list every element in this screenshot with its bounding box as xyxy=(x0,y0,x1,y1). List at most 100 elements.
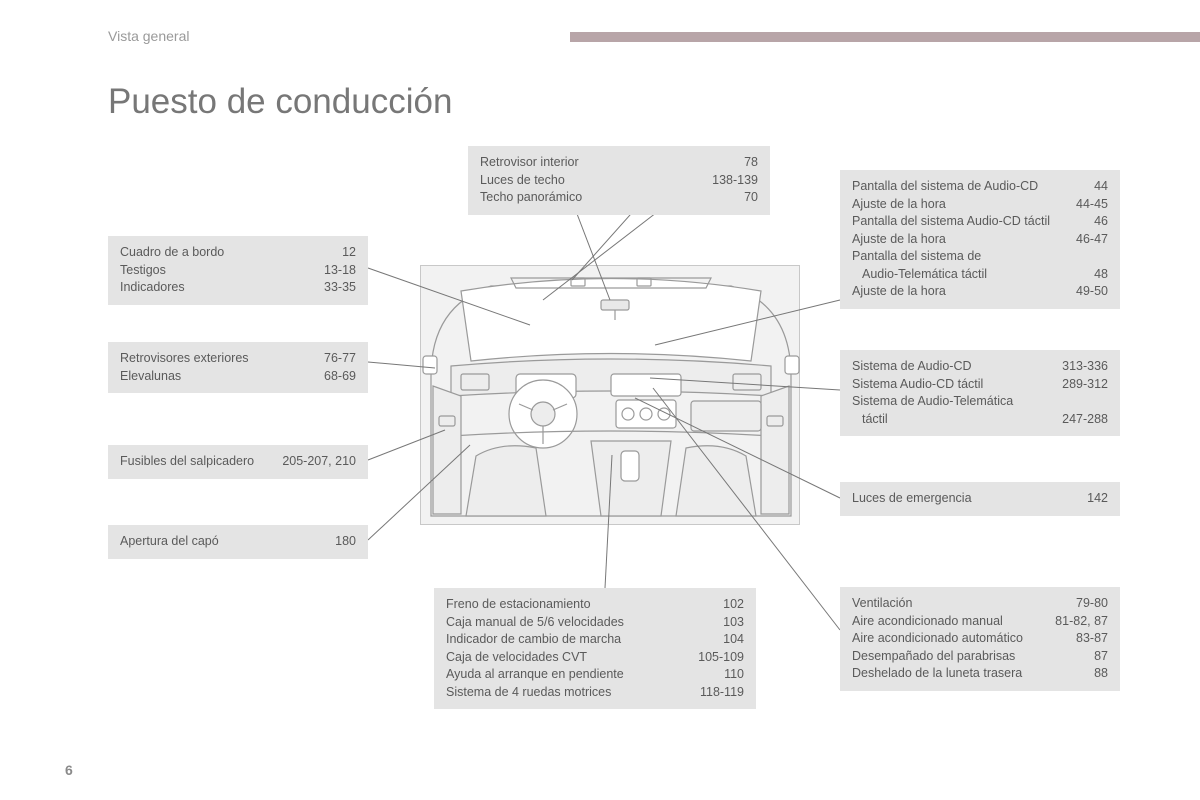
callout-label: Freno de estacionamiento xyxy=(446,596,591,614)
callout-pages: 49-50 xyxy=(1076,283,1108,301)
callout-left_4: Apertura del capó 180 xyxy=(108,525,368,559)
callout-left_2: Retrovisores exteriores 76-77Elevalunas68… xyxy=(108,342,368,393)
callout-pages: 247-288 xyxy=(1062,411,1108,429)
callout-row: Ajuste de la hora44-45 xyxy=(852,196,1108,214)
callout-label: Luces de emergencia xyxy=(852,490,972,508)
callout-row: Freno de estacionamiento 102 xyxy=(446,596,744,614)
callout-label: Luces de techo xyxy=(480,172,565,190)
callout-label: Elevalunas xyxy=(120,368,181,386)
callout-label: Ventilación xyxy=(852,595,912,613)
callout-pages: 83-87 xyxy=(1076,630,1108,648)
callout-pages: 44 xyxy=(1094,178,1108,196)
callout-row: Ventilación 79-80 xyxy=(852,595,1108,613)
callout-label: Fusibles del salpicadero xyxy=(120,453,254,471)
callout-label: Testigos xyxy=(120,262,166,280)
callout-right_4: Ventilación79-80Aire acondicionado manua… xyxy=(840,587,1120,691)
callout-pages: 289-312 xyxy=(1062,376,1108,394)
header-accent-bar xyxy=(570,32,1200,42)
callout-row: Retrovisor interior 78 xyxy=(480,154,758,172)
callout-row: Cuadro de a bordo 12 xyxy=(120,244,356,262)
callout-left_3: Fusibles del salpicadero205-207, 210 xyxy=(108,445,368,479)
callout-row: Fusibles del salpicadero205-207, 210 xyxy=(120,453,356,471)
callout-row: Caja manual de 5/6 velocidades 103 xyxy=(446,614,744,632)
callout-pages: 44-45 xyxy=(1076,196,1108,214)
callout-label: Pantalla del sistema Audio-CD táctil xyxy=(852,213,1050,231)
callout-pages: 79-80 xyxy=(1076,595,1108,613)
callout-label: Sistema de Audio-Telemática xyxy=(852,393,1013,411)
callout-pages: 48 xyxy=(1094,266,1108,284)
callout-pages: 138-139 xyxy=(712,172,758,190)
page-number: 6 xyxy=(65,762,73,778)
callout-label: Retrovisor interior xyxy=(480,154,579,172)
callout-row: Aire acondicionado manual 81-82, 87 xyxy=(852,613,1108,631)
callout-top_center: Retrovisor interior 78 Luces de techo 138-1… xyxy=(468,146,770,215)
callout-pages: 81-82, 87 xyxy=(1055,613,1108,631)
callout-label: Indicador de cambio de marcha xyxy=(446,631,621,649)
callout-row: Pantalla del sistema de xyxy=(852,248,1108,266)
callout-pages: 142 xyxy=(1087,490,1108,508)
callout-label: Deshelado de la luneta trasera xyxy=(852,665,1022,683)
dashboard-diagram xyxy=(420,265,800,525)
callout-row: Retrovisores exteriores 76-77 xyxy=(120,350,356,368)
callout-label: Indicadores xyxy=(120,279,185,297)
callout-label: Sistema de Audio-CD xyxy=(852,358,972,376)
callout-row: Aire acondicionado automático 83-87 xyxy=(852,630,1108,648)
callout-row: Luces de emergencia 142 xyxy=(852,490,1108,508)
callout-row: Caja de velocidades CVT 105-109 xyxy=(446,649,744,667)
callout-pages: 46 xyxy=(1094,213,1108,231)
callout-label: Apertura del capó xyxy=(120,533,219,551)
callout-row: Sistema Audio-CD táctil 289-312 xyxy=(852,376,1108,394)
callout-right_3: Luces de emergencia 142 xyxy=(840,482,1120,516)
callout-pages: 110 xyxy=(724,666,744,684)
callout-row: Deshelado de la luneta trasera88 xyxy=(852,665,1108,683)
callout-pages: 105-109 xyxy=(698,649,744,667)
callout-row: Techo panorámico 70 xyxy=(480,189,758,207)
callout-row: Testigos13-18 xyxy=(120,262,356,280)
callout-row: Elevalunas68-69 xyxy=(120,368,356,386)
callout-right_2: Sistema de Audio-CD313-336Sistema Audio-… xyxy=(840,350,1120,436)
callout-left_1: Cuadro de a bordo 12Testigos13-18Indicado… xyxy=(108,236,368,305)
callout-pages: 70 xyxy=(744,189,758,207)
callout-row: Luces de techo 138-139 xyxy=(480,172,758,190)
callout-row: Pantalla del sistema Audio-CD táctil 46 xyxy=(852,213,1108,231)
section-label: Vista general xyxy=(108,28,189,44)
callout-pages: 180 xyxy=(335,533,356,551)
callout-label: Desempañado del parabrisas xyxy=(852,648,1015,666)
callout-label: Caja manual de 5/6 velocidades xyxy=(446,614,624,632)
callout-label: Cuadro de a bordo xyxy=(120,244,224,262)
callout-row: táctil 247-288 xyxy=(852,411,1108,429)
callout-row: Indicador de cambio de marcha104 xyxy=(446,631,744,649)
callout-right_1: Pantalla del sistema de Audio-CD44Ajuste… xyxy=(840,170,1120,309)
callout-pages: 313-336 xyxy=(1062,358,1108,376)
callout-label: Aire acondicionado manual xyxy=(852,613,1003,631)
callout-row: Sistema de Audio-CD 313-336 xyxy=(852,358,1108,376)
callout-label: Aire acondicionado automático xyxy=(852,630,1023,648)
callout-label: Techo panorámico xyxy=(480,189,582,207)
callout-label: Sistema Audio-CD táctil xyxy=(852,376,983,394)
callout-bottom_center: Freno de estacionamiento102Caja manual d… xyxy=(434,588,756,709)
callout-row: Pantalla del sistema de Audio-CD 44 xyxy=(852,178,1108,196)
dashboard-svg xyxy=(421,266,801,526)
callout-label: Audio-Telemática táctil xyxy=(852,266,987,284)
callout-label: Ayuda al arranque en pendiente xyxy=(446,666,624,684)
callout-row: Ayuda al arranque en pendiente 110 xyxy=(446,666,744,684)
callout-row: Sistema de Audio-Telemática xyxy=(852,393,1108,411)
callout-pages: 46-47 xyxy=(1076,231,1108,249)
callout-label: Retrovisores exteriores xyxy=(120,350,249,368)
callout-pages: 76-77 xyxy=(324,350,356,368)
callout-label: Ajuste de la hora xyxy=(852,231,946,249)
callout-pages: 78 xyxy=(744,154,758,172)
callout-label: Pantalla del sistema de Audio-CD xyxy=(852,178,1038,196)
callout-label: Caja de velocidades CVT xyxy=(446,649,587,667)
callout-pages: 87 xyxy=(1094,648,1108,666)
callout-label: táctil xyxy=(852,411,888,429)
callout-row: Ajuste de la hora49-50 xyxy=(852,283,1108,301)
callout-pages: 12 xyxy=(342,244,356,262)
callout-pages: 103 xyxy=(723,614,744,632)
callout-row: Sistema de 4 ruedas motrices118-119 xyxy=(446,684,744,702)
page-title: Puesto de conducción xyxy=(108,82,452,122)
callout-pages: 33-35 xyxy=(324,279,356,297)
callout-pages: 102 xyxy=(723,596,744,614)
callout-row: Desempañado del parabrisas 87 xyxy=(852,648,1108,666)
callout-row: Indicadores 33-35 xyxy=(120,279,356,297)
